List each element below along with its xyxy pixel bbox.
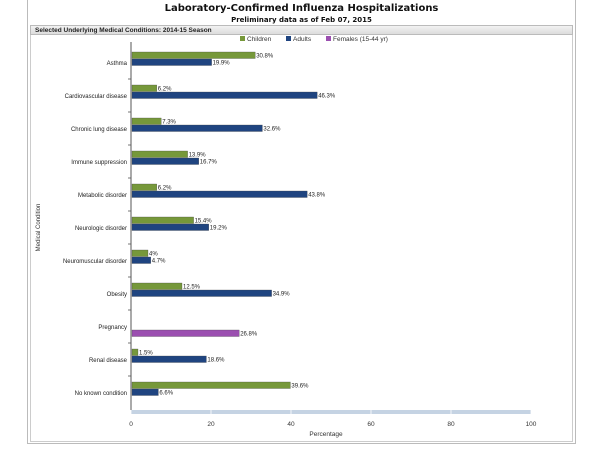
bar-children [131, 150, 188, 158]
bar-adults [131, 91, 318, 99]
category-label: No known condition [75, 391, 127, 397]
legend-label-2: Females (15-44 yr) [333, 36, 388, 43]
bar-children [131, 216, 194, 224]
chart-frame [27, 0, 576, 444]
data-label: 18.6% [207, 358, 225, 364]
data-label: 19.2% [210, 226, 228, 232]
chart-panel [30, 35, 573, 442]
bar-children [131, 348, 139, 356]
chart-title: Laboratory-Confirmed Influenza Hospitali… [164, 3, 439, 14]
x-tick-label: 80 [447, 421, 455, 428]
bar-children [131, 183, 157, 191]
bar-adults [131, 289, 272, 297]
category-label: Neurologic disorder [75, 226, 127, 232]
category-label: Immune suppression [71, 160, 127, 166]
x-tick-label: 0 [129, 421, 133, 428]
bar-children [131, 249, 149, 257]
data-label: 13.9% [189, 153, 207, 159]
category-label: Neuromuscular disorder [63, 259, 127, 265]
data-label: 4% [149, 252, 158, 258]
legend-swatch-0 [240, 36, 245, 41]
data-label: 7.3% [162, 120, 176, 126]
data-label: 1.5% [139, 351, 153, 357]
bar-children [131, 117, 162, 125]
bar-children [131, 84, 157, 92]
x-axis-title: Percentage [309, 431, 343, 438]
data-label: 4.7% [152, 259, 166, 265]
data-label: 46.3% [318, 94, 336, 100]
bar-adults [131, 256, 151, 264]
bar-adults [131, 223, 209, 231]
data-label: 32.6% [263, 127, 281, 133]
category-label: Asthma [107, 61, 128, 67]
data-label: 6.2% [158, 186, 172, 192]
data-label: 43.8% [308, 193, 326, 199]
bar-adults [131, 355, 207, 363]
data-label: 6.6% [159, 391, 173, 397]
category-label: Pregnancy [98, 325, 127, 331]
section-header: Selected Underlying Medical Conditions: … [30, 25, 573, 35]
category-label: Cardiovascular disease [65, 94, 128, 100]
bar-children [131, 282, 183, 290]
bar-adults [131, 388, 159, 396]
category-label: Renal disease [89, 358, 128, 364]
x-tick-label: 40 [287, 421, 295, 428]
bar-adults [131, 124, 263, 132]
x-tick-label: 20 [207, 421, 215, 428]
data-label: 30.8% [256, 54, 274, 60]
legend-swatch-1 [286, 36, 291, 41]
data-label: 12.5% [183, 285, 201, 291]
data-label: 39.6% [291, 384, 309, 390]
category-label: Metabolic disorder [78, 193, 127, 199]
data-label: 16.7% [200, 160, 218, 166]
data-label: 26.8% [240, 332, 258, 338]
category-label: Chronic lung disease [71, 127, 128, 133]
category-label: Obesity [107, 292, 127, 298]
legend-label-0: Children [247, 36, 272, 43]
x-tick-label: 100 [526, 421, 537, 428]
x-axis-band [131, 410, 531, 414]
x-tick-label: 60 [367, 421, 375, 428]
bar-females [131, 329, 240, 337]
data-label: 15.4% [195, 219, 213, 225]
data-label: 6.2% [158, 87, 172, 93]
legend-label-1: Adults [293, 36, 312, 43]
bar-adults [131, 58, 212, 66]
bar-children [131, 381, 291, 389]
y-axis-title: Medical Condition [36, 204, 42, 252]
bar-children [131, 51, 256, 59]
data-label: 19.9% [213, 61, 231, 67]
chart-subtitle: Preliminary data as of Feb 07, 2015 [231, 16, 372, 24]
bar-adults [131, 157, 199, 165]
bar-adults [131, 190, 308, 198]
data-label: 34.9% [273, 292, 291, 298]
legend-swatch-2 [326, 36, 331, 41]
